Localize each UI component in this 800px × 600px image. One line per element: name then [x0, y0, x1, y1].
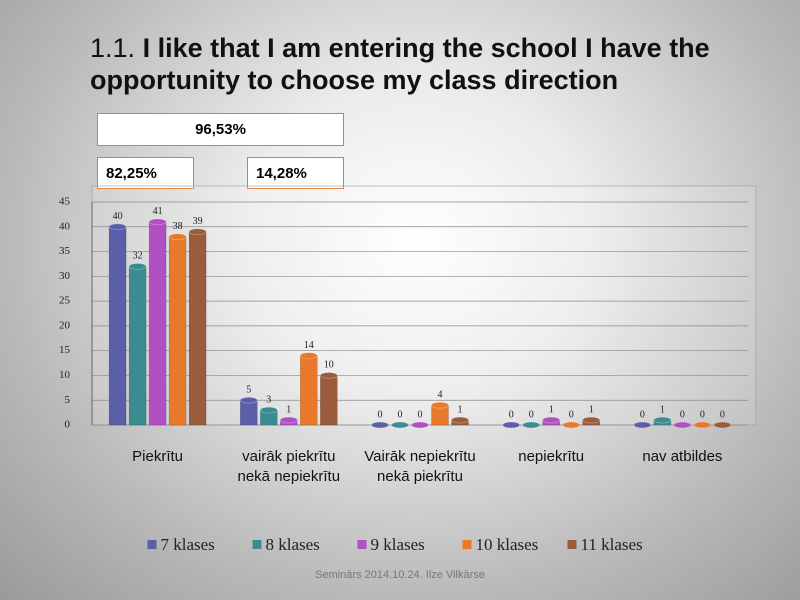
legend-swatch: [357, 540, 367, 549]
value-label: 1: [660, 404, 665, 415]
value-label: 1: [549, 404, 554, 415]
title-text: I like that I am entering the school I h…: [90, 33, 710, 95]
legend-label: 10 klases: [476, 535, 539, 554]
legend-label: 9 klases: [371, 535, 425, 554]
annotation-box: 14,28%: [247, 157, 344, 189]
annotation-box: 82,25%: [97, 157, 194, 189]
y-tick-label: 35: [59, 245, 71, 257]
legend-label: 11 klases: [581, 535, 643, 554]
y-tick-label: 0: [65, 419, 71, 431]
value-label: 1: [286, 404, 291, 415]
bar-cap: [128, 263, 147, 270]
x-tick-label: nav atbildes: [642, 448, 723, 465]
value-label: 0: [680, 409, 685, 420]
bar-cap: [713, 421, 732, 429]
value-label: 0: [418, 409, 423, 420]
bar-cap: [411, 421, 429, 429]
bar-cap: [693, 421, 712, 429]
bar-cap: [108, 223, 127, 231]
bar: [240, 399, 258, 426]
bar: [168, 236, 187, 426]
bar: [188, 231, 207, 426]
bar-cap: [279, 416, 298, 424]
legend-swatch: [252, 540, 262, 549]
value-label: 0: [378, 409, 383, 420]
x-tick-label: vairāk piekrītu nekā nepiekrītu: [237, 448, 341, 485]
bar-cap: [673, 421, 692, 429]
value-label: 0: [640, 409, 645, 420]
bar-cap: [633, 421, 652, 429]
bar-cap: [391, 421, 409, 429]
legend-label: 7 klases: [161, 535, 215, 554]
x-tick-label: Piekrītu: [132, 448, 184, 465]
bar-cap: [653, 416, 672, 424]
bar: [108, 226, 127, 426]
value-label: 1: [458, 404, 463, 415]
bar-cap: [299, 352, 318, 359]
value-label: 0: [529, 409, 534, 420]
bar: [128, 266, 147, 426]
bar-cap: [319, 372, 338, 379]
y-tick-label: 25: [59, 295, 71, 307]
x-tick-label: nepiekrītu: [518, 448, 585, 465]
value-label: 0: [569, 409, 574, 420]
title-number: 1.1.: [90, 33, 136, 63]
value-label: 0: [509, 409, 514, 420]
value-label: 0: [700, 409, 705, 420]
y-tick-label: 5: [65, 394, 71, 406]
value-label: 10: [324, 360, 334, 371]
bar-cap: [431, 401, 449, 409]
y-tick-label: 10: [59, 369, 71, 381]
bar-cap: [259, 406, 278, 414]
value-label: 0: [720, 409, 725, 420]
bar-cap: [502, 421, 521, 429]
value-label: 1: [589, 404, 594, 415]
value-label: 4: [438, 389, 443, 400]
bar-cap: [522, 421, 541, 429]
x-tick-label: Vairāk nepiekrītu nekā piekrītu: [364, 448, 476, 485]
y-tick-label: 30: [59, 270, 71, 282]
value-label: 5: [246, 385, 251, 396]
value-label: 32: [133, 251, 143, 262]
bar: [148, 221, 167, 426]
bar-cap: [562, 421, 581, 429]
bar-cap: [582, 416, 601, 424]
value-label: 0: [398, 409, 403, 420]
legend-swatch: [567, 540, 577, 549]
legend-swatch: [462, 540, 472, 549]
value-label: 40: [113, 211, 123, 222]
y-tick-label: 45: [59, 196, 71, 208]
bar-cap: [542, 416, 561, 424]
slide-title: 1.1. I like that I am entering the schoo…: [90, 32, 780, 96]
y-tick-label: 40: [59, 220, 71, 232]
y-tick-label: 20: [59, 319, 71, 331]
legend-label: 8 klases: [266, 535, 320, 554]
footer: Seminārs 2014.10.24. Ilze Vilkārse: [315, 569, 485, 581]
annotation-box: 96,53%: [97, 113, 344, 146]
bar: [320, 375, 338, 426]
value-label: 41: [153, 206, 163, 217]
bar-cap: [371, 421, 389, 429]
bar-cap: [168, 233, 187, 240]
value-label: 14: [304, 340, 314, 351]
bar: [300, 355, 318, 426]
value-label: 3: [266, 394, 271, 405]
bar-cap: [148, 218, 167, 226]
legend-swatch: [147, 540, 157, 549]
value-label: 38: [173, 221, 183, 232]
bar-cap: [451, 416, 469, 424]
bar-cap: [188, 228, 207, 236]
value-label: 39: [193, 216, 203, 227]
bar-cap: [240, 396, 258, 404]
y-tick-label: 15: [59, 344, 71, 356]
